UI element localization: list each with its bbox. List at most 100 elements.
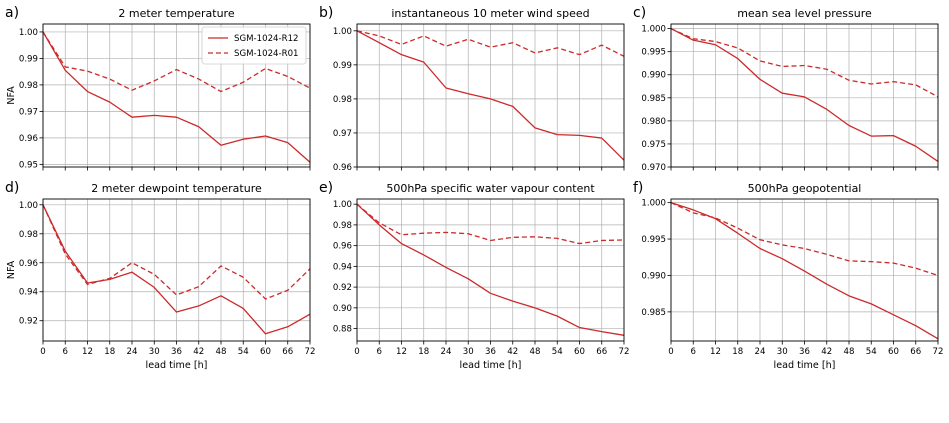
panel-d: 0 6 12 18 24 30 36 42 48 54 60 66 72 0.92 0.94 0.96 0.98… <box>5 180 315 371</box>
y-tick-label: 0.94 <box>19 288 38 298</box>
x-tick-label: 30 <box>149 347 160 357</box>
panel-label: f) <box>633 180 643 196</box>
grid-lines <box>356 199 625 341</box>
legend-entry: SGM-1024-R01 <box>234 49 299 59</box>
x-tick-label: 66 <box>282 347 293 357</box>
y-tick-label: 0.995 <box>641 48 666 58</box>
x-tick-label: 24 <box>441 347 452 357</box>
x-tick-label: 54 <box>238 347 249 357</box>
x-tick-label: 54 <box>866 347 877 357</box>
series-line-sgm-1024-r01 <box>356 203 625 245</box>
y-tick-label: 0.985 <box>641 308 666 318</box>
y-tick-label: 1.00 <box>19 28 38 38</box>
y-tick-label: 0.99 <box>19 54 38 64</box>
series-line-sgm-1024-r01 <box>42 31 311 93</box>
grid-lines <box>42 199 311 341</box>
y-tick-label: 0.95 <box>19 160 38 170</box>
y-axis-label: NFA <box>6 86 17 105</box>
panel-title: mean sea level pressure <box>737 7 872 20</box>
x-tick-label: 12 <box>710 347 721 357</box>
panel-title: 2 meter temperature <box>118 7 234 20</box>
x-tick-label: 6 <box>691 347 696 357</box>
y-tick-label: 0.975 <box>641 140 666 150</box>
series-line-sgm-1024-r12 <box>42 204 311 335</box>
x-tick-label: 6 <box>377 347 382 357</box>
y-tick-label: 0.995 <box>641 235 666 245</box>
panel-a: 0.95 0.96 0.97 0.98 0.99 1.00 2 meter temperat… <box>5 5 311 171</box>
x-tick-label: 48 <box>844 347 855 357</box>
x-tick-label: 60 <box>260 347 271 357</box>
x-axis-label: lead time [h] <box>460 360 522 371</box>
series-line-sgm-1024-r12 <box>670 28 939 162</box>
y-tick-label: 0.90 <box>333 304 352 314</box>
x-tick-label: 12 <box>82 347 93 357</box>
grid-lines <box>670 199 939 341</box>
y-tick-label: 0.96 <box>19 134 38 144</box>
panel-e: 0 6 12 18 24 30 36 42 48 54 60 66 72 0.88 0.90 0.92 0.94… <box>319 180 629 371</box>
y-tick-label: 1.000 <box>641 25 666 35</box>
panel-title: 500hPa geopotential <box>748 182 862 195</box>
series-line-sgm-1024-r12 <box>356 30 625 161</box>
x-tick-label: 36 <box>799 347 810 357</box>
series-line-sgm-1024-r12 <box>42 31 311 163</box>
series-line-sgm-1024-r01 <box>670 28 939 98</box>
x-tick-label: 36 <box>485 347 496 357</box>
x-tick-label: 18 <box>732 347 743 357</box>
x-tick-label: 66 <box>910 347 921 357</box>
x-tick-label: 42 <box>507 347 518 357</box>
y-tick-label: 0.92 <box>19 317 38 327</box>
x-tick-label: 6 <box>63 347 68 357</box>
x-tick-label: 0 <box>40 347 45 357</box>
x-tick-label: 54 <box>552 347 563 357</box>
x-tick-label: 42 <box>193 347 204 357</box>
y-tick-label: 0.990 <box>641 271 666 281</box>
legend-entry: SGM-1024-R12 <box>234 34 299 44</box>
y-tick-label: 1.00 <box>19 201 38 211</box>
panel-f: 0 6 12 18 24 30 36 42 48 54 60 66 72 0.985 0.990 0.995 1… <box>633 180 943 371</box>
y-tick-label: 0.98 <box>333 221 352 231</box>
panel-label: e) <box>319 180 333 196</box>
x-tick-label: 36 <box>171 347 182 357</box>
series-line-sgm-1024-r12 <box>670 202 939 340</box>
y-tick-label: 0.96 <box>333 242 352 252</box>
x-tick-label: 12 <box>396 347 407 357</box>
x-tick-label: 72 <box>619 347 630 357</box>
y-tick-label: 0.98 <box>19 81 38 91</box>
panel-c: 0.970 0.975 0.980 0.985 0.990 0.995 1.000 mean … <box>633 5 939 173</box>
grid-lines <box>356 24 625 168</box>
series-line-sgm-1024-r12 <box>356 203 625 336</box>
y-axis-label: NFA <box>6 260 17 279</box>
x-tick-label: 66 <box>596 347 607 357</box>
x-tick-label: 72 <box>305 347 316 357</box>
y-tick-label: 1.000 <box>641 199 666 209</box>
x-axis-label: lead time [h] <box>774 360 836 371</box>
series-line-sgm-1024-r01 <box>42 204 311 300</box>
panel-label: c) <box>633 5 646 21</box>
x-tick-label: 30 <box>463 347 474 357</box>
y-tick-label: 0.97 <box>333 129 352 139</box>
panel-label: b) <box>319 5 333 21</box>
x-tick-label: 60 <box>888 347 899 357</box>
series-line-sgm-1024-r01 <box>670 202 939 277</box>
panel-title: instantaneous 10 meter wind speed <box>391 7 589 20</box>
x-tick-label: 42 <box>821 347 832 357</box>
x-tick-label: 30 <box>777 347 788 357</box>
x-tick-label: 48 <box>216 347 227 357</box>
x-tick-label: 24 <box>127 347 138 357</box>
y-tick-label: 0.980 <box>641 117 666 127</box>
x-tick-label: 0 <box>354 347 359 357</box>
y-tick-label: 0.94 <box>333 262 352 272</box>
x-tick-label: 18 <box>418 347 429 357</box>
legend-box <box>201 26 307 65</box>
y-tick-label: 0.985 <box>641 94 666 104</box>
y-tick-label: 0.96 <box>333 163 352 173</box>
y-tick-label: 1.00 <box>333 27 352 37</box>
y-tick-label: 0.990 <box>641 71 666 81</box>
grid-lines <box>670 24 939 168</box>
legend: SGM-1024-R12 SGM-1024-R01 <box>201 26 307 65</box>
x-tick-label: 72 <box>933 347 944 357</box>
panel-b: 0.96 0.97 0.98 0.99 1.00 instantaneous 10 met… <box>319 5 625 173</box>
x-tick-label: 48 <box>530 347 541 357</box>
x-tick-label: 60 <box>574 347 585 357</box>
